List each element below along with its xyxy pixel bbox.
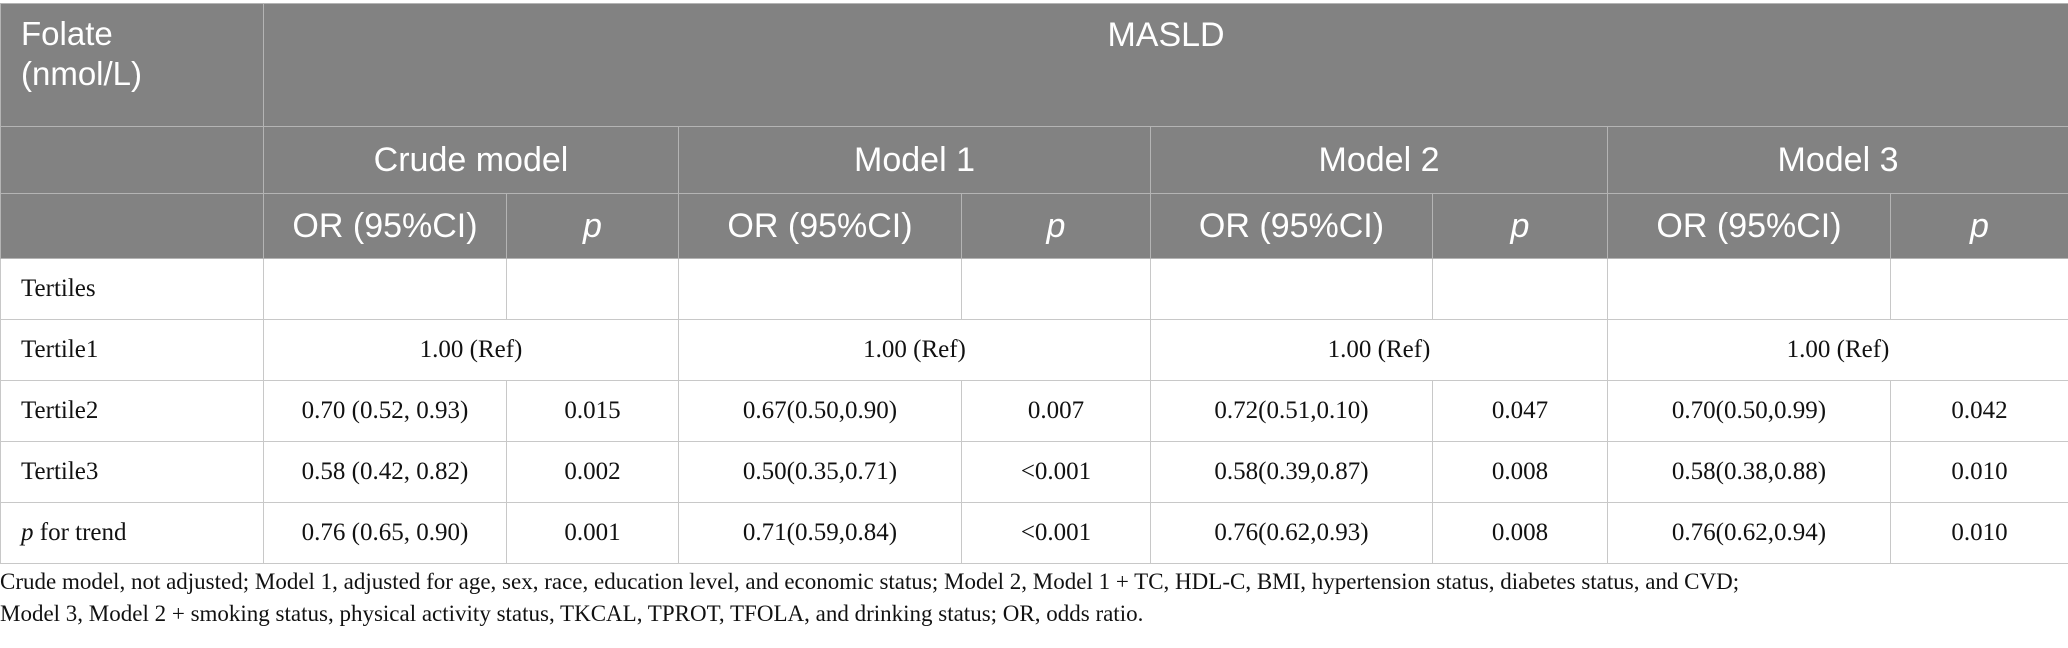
or-cell: 0.76(0.62,0.93) (1150, 502, 1433, 564)
table-row-tertile2: Tertile2 0.70 (0.52, 0.93) 0.015 0.67(0.… (0, 380, 2068, 442)
or-cell: 0.58(0.38,0.88) (1607, 441, 1891, 503)
p-cell: 0.007 (961, 380, 1151, 442)
model-header-2: Model 2 (1150, 126, 1608, 194)
row-label: p for trend (0, 502, 264, 564)
ref-cell: 1.00 (Ref) (1150, 319, 1608, 381)
ref-cell: 1.00 (Ref) (263, 319, 679, 381)
footnote-line2: Model 3, Model 2 + smoking status, physi… (0, 601, 1144, 626)
p-cell: 0.001 (506, 502, 679, 564)
results-table: Folate (nmol/L) MASLD Crude model Model … (0, 3, 2068, 564)
outcome-header: MASLD (262, 3, 2068, 127)
p-header: p (506, 193, 679, 259)
p-cell: 0.002 (506, 441, 679, 503)
p-header: p (961, 193, 1151, 259)
table-row-trend: p for trend 0.76 (0.65, 0.90) 0.001 0.71… (0, 502, 2068, 564)
p-cell: 0.010 (1889, 441, 2068, 503)
or-header: OR (95%CI) (678, 193, 962, 259)
or-cell: 0.72(0.51,0.10) (1150, 380, 1433, 442)
p-cell: 0.047 (1432, 380, 1608, 442)
model-header-3: Model 3 (1606, 126, 2068, 194)
ref-cell: 1.00 (Ref) (1606, 319, 2068, 381)
p-cell: 0.008 (1432, 502, 1608, 564)
empty-cell (1150, 258, 1433, 320)
table-footnote: Crude model, not adjusted; Model 1, adju… (0, 566, 2060, 630)
folate-header: Folate (nmol/L) (0, 3, 264, 127)
p-cell: 0.010 (1889, 502, 2068, 564)
row-label: Tertile2 (0, 380, 264, 442)
p-header: p (1889, 193, 2068, 259)
model-header-1: Model 1 (678, 126, 1151, 194)
empty-header-cell (0, 126, 264, 194)
empty-cell (1432, 258, 1608, 320)
p-cell: 0.008 (1432, 441, 1608, 503)
or-cell: 0.70(0.50,0.99) (1607, 380, 1891, 442)
ref-cell: 1.00 (Ref) (678, 319, 1151, 381)
empty-cell (263, 258, 507, 320)
or-cell: 0.70 (0.52, 0.93) (263, 380, 507, 442)
row-label: Tertile3 (0, 441, 264, 503)
row-label: Tertile1 (0, 319, 264, 381)
empty-cell (506, 258, 679, 320)
or-header: OR (95%CI) (1607, 193, 1891, 259)
table-row-tertile3: Tertile3 0.58 (0.42, 0.82) 0.002 0.50(0.… (0, 441, 2068, 503)
model-header-crude: Crude model (263, 126, 679, 194)
empty-cell (1607, 258, 1891, 320)
trend-label-rest: for trend (33, 519, 127, 546)
or-header: OR (95%CI) (263, 193, 507, 259)
or-cell: 0.76 (0.65, 0.90) (263, 502, 507, 564)
trend-label-p: p (21, 519, 34, 546)
folate-label-line2: (nmol/L) (21, 55, 143, 92)
p-cell: <0.001 (961, 441, 1151, 503)
folate-label-line1: Folate (21, 15, 113, 52)
empty-cell (961, 258, 1151, 320)
header-row-outcome: Folate (nmol/L) MASLD (0, 3, 2068, 127)
or-header: OR (95%CI) (1150, 193, 1433, 259)
empty-cell (1889, 258, 2068, 320)
p-header: p (1432, 193, 1608, 259)
row-label: Tertiles (0, 258, 264, 320)
p-cell: <0.001 (961, 502, 1151, 564)
or-cell: 0.58(0.39,0.87) (1150, 441, 1433, 503)
p-cell: 0.042 (1889, 380, 2068, 442)
empty-header-cell (0, 193, 264, 259)
or-cell: 0.67(0.50,0.90) (678, 380, 962, 442)
p-cell: 0.015 (506, 380, 679, 442)
empty-cell (678, 258, 962, 320)
table-row-tertile1: Tertile1 1.00 (Ref) 1.00 (Ref) 1.00 (Ref… (0, 319, 2068, 381)
or-cell: 0.58 (0.42, 0.82) (263, 441, 507, 503)
or-cell: 0.71(0.59,0.84) (678, 502, 962, 564)
footnote-line1: Crude model, not adjusted; Model 1, adju… (0, 569, 1740, 594)
header-row-models: Crude model Model 1 Model 2 Model 3 (0, 126, 2068, 194)
or-cell: 0.50(0.35,0.71) (678, 441, 962, 503)
table-row-tertiles: Tertiles (0, 258, 2068, 320)
header-row-stats: OR (95%CI) p OR (95%CI) p OR (95%CI) p O… (0, 193, 2068, 259)
or-cell: 0.76(0.62,0.94) (1607, 502, 1891, 564)
